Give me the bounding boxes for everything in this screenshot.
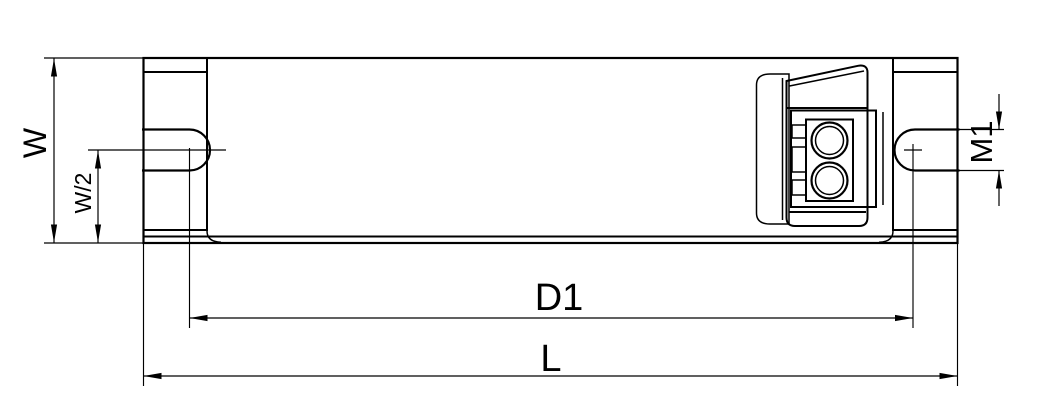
dim-w2-arrow-top (94, 150, 102, 169)
wire-port-2 (810, 161, 849, 200)
wire-port-2-inner (814, 165, 845, 196)
enclosure-outline (142, 56, 959, 245)
terminal-latch-tab-3 (791, 179, 807, 196)
wire-port-1-inner (814, 125, 845, 156)
terminal-cover (785, 64, 869, 227)
enclosure-top-view (88, 56, 960, 328)
dimension-label-w-half: W/2 (70, 173, 96, 214)
dim-w-arrow-top (50, 58, 58, 77)
terminal-clip-band (755, 73, 790, 225)
wire-port-1 (810, 121, 849, 160)
dimension-label-d1: D1 (535, 277, 584, 319)
dim-d1-arrow-right (895, 314, 913, 322)
dimension-label-w: W (17, 127, 53, 158)
terminal-frame (790, 109, 877, 208)
dim-l-arrow-right (939, 372, 958, 380)
dimension-label-l: L (540, 338, 561, 380)
dim-d1-arrow-left (189, 314, 208, 322)
terminal-latch-tab-1 (791, 124, 807, 139)
dim-m1-arrow-bottom (995, 170, 1003, 189)
dimension-l: L (142, 243, 959, 386)
dimension-d1: D1 (189, 277, 913, 322)
dim-l-arrow-left (143, 372, 162, 380)
enclosure-edge-lines (143, 58, 958, 243)
dimension-m1: M1 (959, 94, 1004, 206)
terminal-block (755, 64, 884, 227)
terminal-latch-tab-2 (791, 146, 807, 173)
dim-w2-arrow-bottom (94, 224, 102, 243)
dimension-label-m1: M1 (964, 120, 999, 163)
dimension-w: W (17, 57, 146, 244)
mounting-slot-right (893, 128, 960, 172)
dim-m1-arrow-top (995, 111, 1003, 130)
centerlines (88, 144, 922, 328)
body-bottom-right-fillet (878, 230, 894, 243)
terminal-cover-fold-line (789, 70, 865, 87)
dim-w-arrow-bottom (50, 224, 58, 243)
body-bottom-left-fillet (206, 230, 222, 243)
dimension-w-half: W/2 (70, 150, 102, 243)
